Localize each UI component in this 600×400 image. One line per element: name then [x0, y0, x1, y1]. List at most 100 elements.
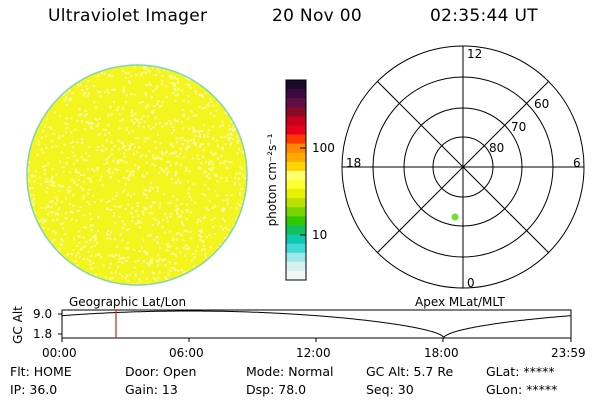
disk-speckle — [181, 210, 184, 213]
observation-time: 02:35:44 UT — [430, 6, 538, 26]
disk-speckle — [101, 144, 104, 147]
disk-speckle — [184, 76, 187, 79]
disk-speckle — [218, 267, 220, 270]
disk-speckle — [150, 83, 153, 86]
disk-speckle — [49, 91, 52, 94]
disk-speckle — [119, 257, 122, 260]
disk-speckle — [50, 211, 53, 214]
disk-speckle — [239, 241, 242, 244]
disk-speckle — [201, 193, 204, 196]
disk-speckle — [47, 256, 50, 259]
disk-speckle — [70, 131, 73, 134]
polar-diagonal-2 — [376, 80, 550, 254]
disk-speckle — [61, 239, 64, 242]
colorbar-band — [286, 189, 306, 199]
disk-speckle — [244, 85, 247, 88]
disk-speckle — [238, 87, 241, 90]
disk-speckle — [196, 245, 199, 248]
disk-speckle — [142, 115, 145, 117]
disk-speckle — [183, 113, 186, 116]
disk-speckle — [186, 83, 189, 86]
disk-speckle — [51, 211, 54, 214]
disk-speckle — [211, 281, 214, 283]
disk-speckle — [237, 271, 240, 274]
disk-speckle — [79, 248, 82, 251]
disk-speckle — [126, 229, 129, 232]
disk-speckle — [108, 168, 111, 171]
disk-speckle — [243, 177, 246, 179]
disk-speckle — [39, 65, 42, 68]
disk-speckle — [112, 159, 115, 162]
disk-speckle — [123, 155, 126, 158]
disk-speckle — [240, 226, 242, 229]
disk-speckle — [99, 179, 102, 182]
disk-speckle — [32, 204, 35, 207]
disk-speckle — [33, 197, 35, 200]
disk-speckle — [78, 256, 81, 259]
disk-speckle — [233, 233, 236, 236]
disk-speckle — [230, 120, 233, 123]
disk-speckle — [202, 216, 205, 219]
disk-speckle — [35, 121, 38, 124]
disk-speckle — [177, 232, 180, 235]
disk-speckle — [122, 160, 125, 163]
disk-speckle — [179, 137, 182, 140]
disk-speckle — [42, 151, 45, 154]
disk-speckle — [237, 241, 240, 244]
disk-speckle — [111, 153, 114, 156]
disk-speckle — [239, 204, 242, 207]
disk-speckle — [168, 75, 171, 78]
disk-speckle — [201, 95, 204, 98]
disk-speckle — [103, 72, 106, 75]
disk-speckle — [49, 200, 52, 203]
disk-speckle — [222, 161, 225, 164]
disk-speckle — [27, 169, 30, 172]
disk-speckle — [63, 233, 66, 236]
disk-speckle — [162, 259, 165, 262]
disk-speckle — [135, 73, 138, 76]
disk-speckle — [208, 160, 211, 163]
disk-speckle — [176, 119, 179, 122]
disk-speckle — [183, 271, 186, 274]
disk-speckle — [75, 184, 78, 187]
disk-speckle — [165, 216, 168, 219]
disk-speckle — [237, 264, 240, 267]
disk-speckle — [134, 273, 137, 276]
disk-speckle — [100, 256, 102, 259]
disk-speckle — [30, 88, 33, 90]
disk-speckle — [208, 129, 211, 132]
disk-speckle — [198, 106, 201, 109]
disk-speckle — [128, 148, 131, 151]
disk-speckle — [58, 137, 61, 140]
disk-speckle — [72, 276, 74, 279]
disk-speckle — [190, 274, 193, 277]
disk-speckle — [117, 266, 119, 269]
disk-speckle — [152, 272, 155, 275]
disk-speckle — [153, 164, 156, 167]
disk-speckle — [52, 261, 55, 264]
disk-speckle — [244, 124, 247, 127]
disk-speckle — [198, 167, 201, 169]
disk-speckle — [53, 98, 56, 101]
disk-speckle — [203, 248, 206, 251]
disk-speckle — [224, 226, 227, 229]
disk-speckle — [136, 202, 139, 205]
disk-speckle — [53, 184, 56, 187]
disk-speckle — [234, 97, 237, 100]
disk-speckle — [172, 239, 175, 242]
disk-speckle — [157, 254, 160, 257]
disk-speckles — [27, 65, 247, 285]
disk-speckle — [199, 143, 202, 146]
disk-speckle — [120, 141, 123, 144]
disk-speckle — [28, 187, 31, 190]
disk-speckle — [228, 250, 230, 253]
disk-speckle — [115, 245, 118, 248]
disk-speckle — [106, 201, 109, 204]
disk-speckle — [151, 224, 154, 226]
disk-speckle — [65, 212, 67, 215]
disk-speckle — [169, 202, 172, 204]
disk-speckle — [214, 205, 217, 208]
disk-speckle — [42, 95, 45, 97]
disk-speckle — [149, 186, 152, 188]
disk-speckle — [198, 74, 201, 77]
